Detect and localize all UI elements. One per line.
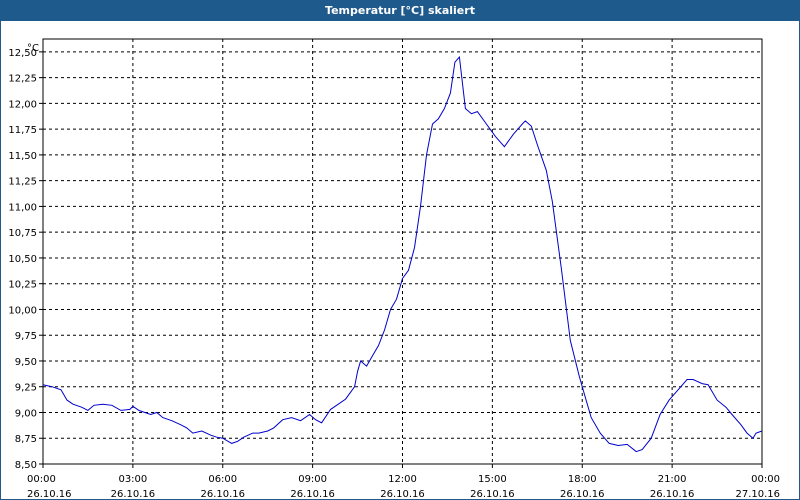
x-tick-date: 26.10.16 bbox=[200, 489, 245, 499]
y-tick-labels: 8,50 8,75 9,00 9,25 9,50 9,75 10,00 10,25 10,50 1… bbox=[8, 48, 37, 471]
y-tick-label: 11,75 bbox=[8, 125, 37, 136]
y-tick-label: 11,00 bbox=[8, 202, 37, 213]
y-axis-unit: °C bbox=[27, 43, 39, 54]
x-tick-time: 21:00 bbox=[658, 474, 687, 485]
y-tick-label: 8,75 bbox=[15, 434, 37, 445]
temperature-series-line bbox=[42, 55, 763, 453]
axes bbox=[39, 38, 763, 468]
x-tick-date: 27.10.16 bbox=[735, 489, 780, 499]
x-tick-date: 26.10.16 bbox=[560, 489, 605, 499]
x-tick-date: 26.10.16 bbox=[111, 489, 156, 499]
x-tick-time: 00:00 bbox=[751, 474, 780, 485]
x-tick-time: 12:00 bbox=[388, 474, 417, 485]
y-tick-label: 10,25 bbox=[8, 280, 37, 291]
y-tick-label: 9,75 bbox=[15, 331, 37, 342]
x-tick-time: 09:00 bbox=[298, 474, 327, 485]
y-tick-label: 12,50 bbox=[8, 48, 37, 59]
y-tick-label: 9,50 bbox=[15, 357, 37, 368]
x-tick-date: 26.10.16 bbox=[27, 489, 72, 499]
x-tick-time: 18:00 bbox=[568, 474, 597, 485]
x-tick-time: 00:00 bbox=[27, 474, 56, 485]
y-tick-label: 10,75 bbox=[8, 228, 37, 239]
y-tick-label: 11,25 bbox=[8, 177, 37, 188]
x-tick-time: 03:00 bbox=[118, 474, 147, 485]
y-tick-label: 12,00 bbox=[8, 99, 37, 110]
temperature-chart: °C 8,50 8,75 9,00 9,25 9,50 9,75 10,00 10,25 10,… bbox=[8, 38, 780, 499]
y-tick-label: 8,50 bbox=[15, 460, 37, 471]
y-tick-label: 9,00 bbox=[15, 408, 37, 419]
y-tick-label: 10,50 bbox=[8, 254, 37, 265]
x-tick-time: 15:00 bbox=[478, 474, 507, 485]
x-tick-labels: 00:00 26.10.16 03:00 26.10.16 06:00 26.10.16 0… bbox=[27, 474, 780, 499]
x-tick-date: 26.10.16 bbox=[290, 489, 335, 499]
window-title: Temperatur [°C] skaliert bbox=[1, 1, 799, 21]
grid bbox=[43, 39, 762, 464]
y-tick-label: 12,25 bbox=[8, 74, 37, 85]
x-tick-date: 26.10.16 bbox=[380, 489, 425, 499]
x-tick-time: 06:00 bbox=[208, 474, 237, 485]
plot-frame bbox=[42, 38, 763, 465]
x-tick-date: 26.10.16 bbox=[650, 489, 695, 499]
x-tick-date: 26.10.16 bbox=[470, 489, 515, 499]
y-tick-label: 11,50 bbox=[8, 151, 37, 162]
y-tick-label: 9,25 bbox=[15, 383, 37, 394]
y-tick-label: 10,00 bbox=[8, 305, 37, 316]
